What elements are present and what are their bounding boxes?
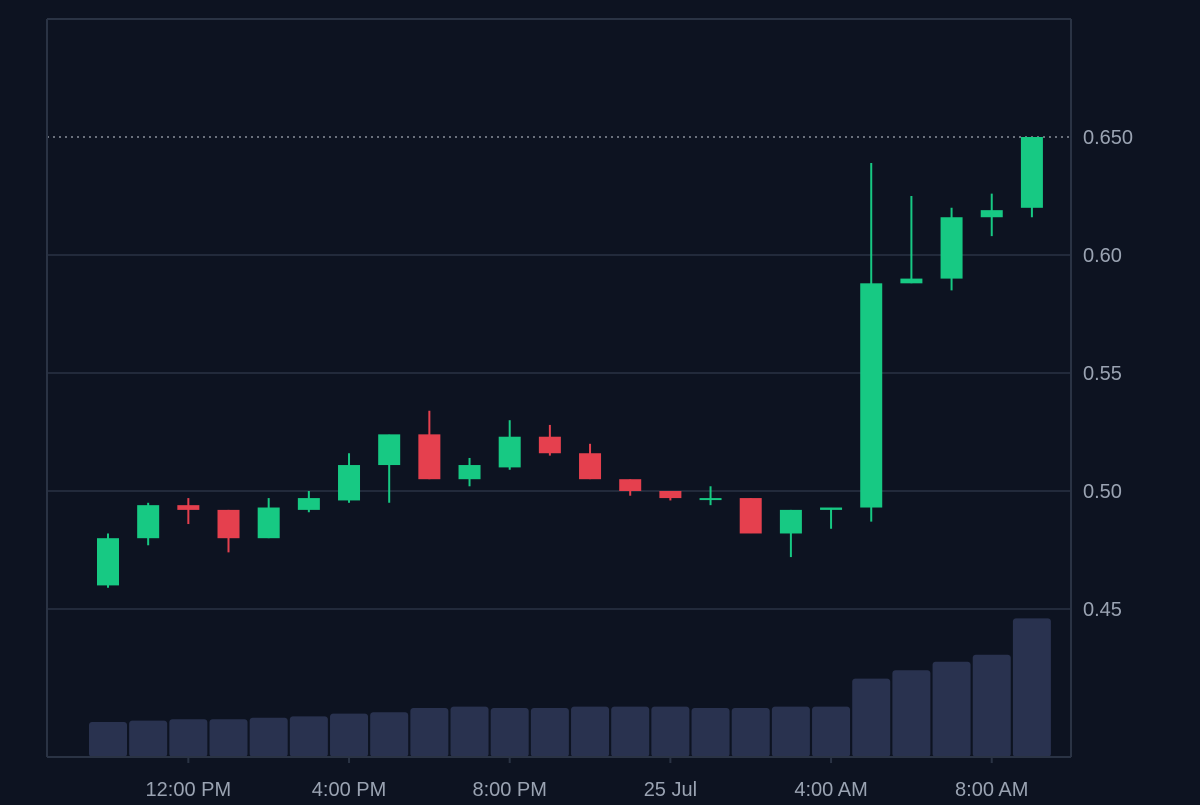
price-tick-label: 0.60 bbox=[1083, 245, 1122, 267]
candle-up bbox=[97, 533, 119, 588]
volume-bar bbox=[370, 712, 409, 757]
volume-bar bbox=[1012, 618, 1051, 757]
candle-up bbox=[860, 162, 883, 522]
candle-body bbox=[619, 479, 642, 491]
candle-down bbox=[418, 410, 441, 480]
price-tick-label: 0.55 bbox=[1083, 363, 1122, 385]
volume-bar bbox=[410, 708, 449, 757]
time-tick-label: 4:00 AM bbox=[794, 779, 867, 800]
candle-down bbox=[217, 509, 240, 553]
candle-body bbox=[779, 509, 802, 534]
candle-up bbox=[498, 420, 521, 470]
time-axis: 12:00 PM 4:00 PM 8:00 PM 25 Jul 4:00 AM 8:00 … bbox=[146, 757, 1028, 801]
candle-up bbox=[1020, 137, 1043, 218]
volume-bar bbox=[852, 678, 891, 757]
candle-up bbox=[900, 196, 923, 284]
volume-bar bbox=[651, 706, 690, 757]
volume-bar bbox=[892, 670, 931, 757]
candle-up bbox=[338, 453, 361, 503]
candle-up bbox=[820, 507, 843, 529]
candle-body bbox=[257, 507, 280, 539]
candle-up bbox=[980, 193, 1003, 237]
volume-bar bbox=[530, 708, 569, 757]
grid-lines bbox=[47, 136, 1071, 610]
candle-body bbox=[338, 465, 361, 501]
time-tick-label: 8:00 AM bbox=[955, 779, 1028, 800]
candle-body bbox=[177, 505, 200, 510]
candle-body bbox=[538, 436, 561, 454]
candle-down bbox=[579, 443, 602, 480]
volume-bar bbox=[571, 706, 610, 757]
time-tick-label: 8:00 PM bbox=[472, 779, 546, 800]
candle-down bbox=[619, 479, 642, 496]
volume-bar bbox=[771, 706, 810, 757]
candle-body bbox=[739, 498, 762, 534]
plot-frame bbox=[46, 18, 1072, 758]
candle-body bbox=[659, 491, 682, 499]
candle-up bbox=[257, 498, 280, 539]
volume-bar bbox=[450, 706, 489, 757]
volume-bar bbox=[731, 708, 770, 757]
candle-body bbox=[860, 283, 883, 508]
time-tick-label: 4:00 PM bbox=[312, 779, 386, 800]
volume-bar bbox=[812, 706, 851, 757]
volume-bar bbox=[129, 720, 168, 757]
candle-body bbox=[137, 505, 160, 539]
candle-up bbox=[458, 457, 481, 487]
candle-body bbox=[458, 465, 481, 480]
volume-bar bbox=[490, 708, 529, 757]
candle-body bbox=[980, 210, 1003, 218]
candle-up bbox=[137, 502, 160, 546]
volume-bar bbox=[209, 719, 248, 757]
volume-bar bbox=[691, 708, 730, 757]
candle-up bbox=[779, 509, 802, 558]
candle-body bbox=[498, 436, 521, 468]
candle-up bbox=[940, 207, 963, 291]
volume-bar bbox=[932, 661, 971, 757]
time-tick-label: 25 Jul bbox=[644, 779, 697, 800]
volume-bar bbox=[289, 716, 328, 757]
candle-down bbox=[177, 498, 200, 525]
candle-body bbox=[378, 434, 401, 466]
volume-bar bbox=[611, 706, 650, 757]
candle-body bbox=[297, 498, 320, 510]
candle-body bbox=[418, 434, 441, 480]
price-tick-label: 0.650 bbox=[1083, 127, 1133, 149]
candle-body bbox=[217, 509, 240, 539]
candle-up bbox=[378, 434, 401, 503]
price-tick-label: 0.50 bbox=[1083, 481, 1122, 503]
candle-body bbox=[97, 538, 119, 586]
volume-bar bbox=[89, 722, 127, 757]
candle-down bbox=[538, 424, 561, 456]
volume-bar bbox=[330, 713, 369, 757]
candle-body bbox=[1020, 137, 1043, 208]
time-tick-label: 12:00 PM bbox=[146, 779, 232, 800]
candle-body bbox=[699, 498, 722, 501]
candle-down bbox=[659, 491, 682, 501]
candle-down bbox=[739, 498, 762, 534]
candle-body bbox=[900, 278, 923, 284]
candle-body bbox=[940, 217, 963, 279]
volume-bar bbox=[249, 717, 288, 757]
candles bbox=[97, 137, 1043, 588]
volume-bar bbox=[169, 719, 208, 757]
price-axis: 0.45 0.50 0.55 0.60 0.650 bbox=[1083, 127, 1133, 621]
volume-bars bbox=[89, 618, 1051, 757]
candle-up bbox=[297, 491, 320, 513]
candle-up bbox=[699, 486, 722, 506]
candle-body bbox=[820, 507, 843, 510]
price-tick-label: 0.45 bbox=[1083, 599, 1122, 621]
candle-body bbox=[579, 453, 602, 480]
volume-bar bbox=[972, 654, 1011, 757]
